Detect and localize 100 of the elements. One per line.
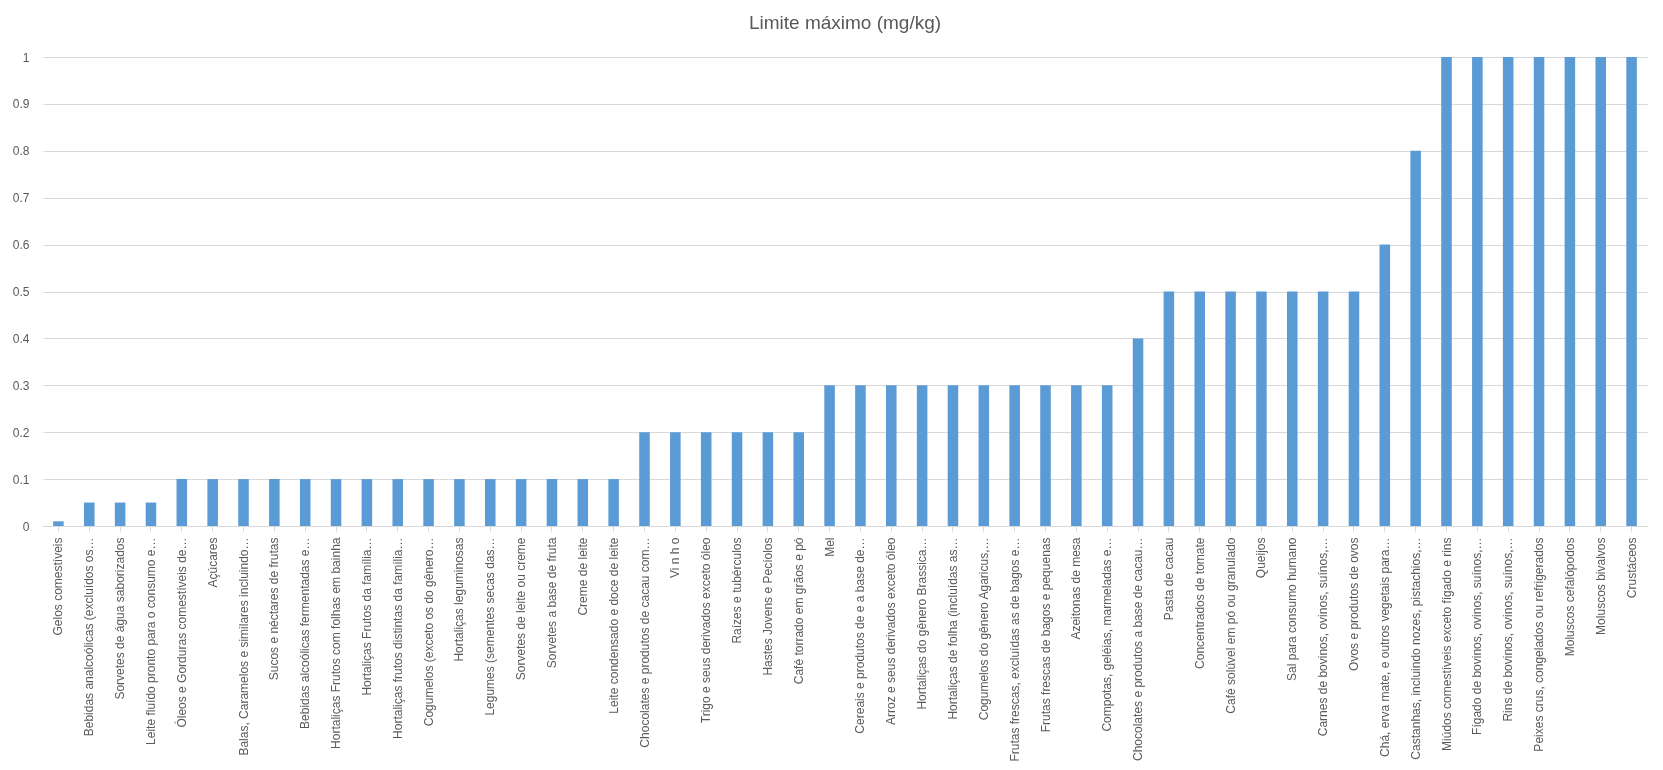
bar bbox=[454, 479, 465, 526]
bar bbox=[1595, 57, 1607, 526]
x-tick-label: Bebidas alcoólicas fermentadas e… bbox=[298, 537, 313, 729]
x-tick-label: Óleos e Gorduras comestíveis de… bbox=[173, 537, 189, 728]
bar bbox=[855, 385, 866, 526]
y-tick-label: 0.7 bbox=[12, 191, 30, 206]
x-tick-label: Ovos e produtos de ovos bbox=[1346, 537, 1361, 671]
y-tick-label: 0.5 bbox=[12, 285, 30, 299]
bar bbox=[608, 479, 619, 526]
bar bbox=[670, 432, 681, 526]
x-tick-label: Legumes (sementes secas das… bbox=[483, 537, 498, 716]
x-tick-label: Gelos comestíveis bbox=[51, 537, 66, 636]
x-tick-label: Sorvetes de leite ou creme bbox=[514, 537, 529, 681]
x-tick-label: Hortaliças Frutos da família… bbox=[359, 537, 374, 696]
y-tick-label: 0.2 bbox=[12, 425, 30, 440]
bar bbox=[1040, 385, 1051, 526]
x-tick-label: Mel bbox=[822, 537, 837, 557]
bar bbox=[176, 479, 188, 526]
bar bbox=[484, 479, 496, 526]
bar bbox=[1410, 150, 1421, 526]
x-tick-label: Trigo e seus derivados exceto óleo bbox=[699, 537, 714, 724]
x-tick-label: Miúdos comestíveis exceto fígado e rins bbox=[1439, 537, 1454, 751]
y-tick-label: 0 bbox=[22, 519, 30, 534]
x-tick-label: Vi n h o bbox=[668, 537, 683, 578]
x-tick-label: Concentrados de tomate bbox=[1192, 537, 1207, 669]
bar bbox=[207, 479, 218, 526]
bar bbox=[1225, 291, 1236, 526]
x-tick-label: Creme de leite bbox=[575, 537, 590, 616]
x-tick-label: Castanhas, incluindo nozes, pistachios,… bbox=[1408, 537, 1423, 760]
bar bbox=[1502, 57, 1514, 526]
bar bbox=[639, 432, 650, 526]
x-tick-label: Balas, Caramelos e similares incluindo… bbox=[236, 537, 251, 756]
bar bbox=[577, 479, 589, 526]
y-tick-label: 0.8 bbox=[12, 144, 30, 159]
x-tick-label: Crustáceos bbox=[1624, 537, 1639, 599]
bar bbox=[1101, 385, 1113, 526]
bar bbox=[731, 432, 743, 526]
x-tick-label: Bebidas analcoólicas (excluídos os… bbox=[82, 537, 97, 737]
x-tick-label: Café solúvel em pó ou granulado bbox=[1223, 537, 1238, 714]
y-tick-label: 0.4 bbox=[12, 331, 30, 346]
bar bbox=[978, 385, 990, 526]
bar bbox=[1286, 291, 1298, 526]
x-tick-label: Rins de bovinos, ovinos, suínos,… bbox=[1501, 537, 1516, 722]
x-tick-label: Sorvetes de água saborizados bbox=[113, 537, 128, 700]
bar bbox=[423, 479, 434, 526]
y-tick-label: 0.3 bbox=[12, 378, 30, 393]
bar bbox=[114, 502, 126, 526]
x-tick-label: Cogumelos (exceto os do gênero… bbox=[421, 537, 436, 727]
x-tick-label: Hortaliças de folha (incluídas as… bbox=[945, 537, 960, 720]
x-tick-label: Sal para consumo humano bbox=[1285, 537, 1300, 681]
bar bbox=[1348, 291, 1360, 526]
bar bbox=[299, 479, 311, 526]
x-tick-label: Frutas frescas de bagos e pequenas bbox=[1038, 537, 1053, 733]
x-tick-label: Hortaliças Frutos com folhas em bainha bbox=[329, 537, 344, 749]
x-tick-label: Carnes de bovinos, ovinos, suínos,… bbox=[1316, 537, 1331, 737]
x-tick-label: Fígado de bovinos, ovinos, suínos,… bbox=[1470, 537, 1485, 735]
x-tick-label: Queijos bbox=[1254, 537, 1269, 579]
bar bbox=[53, 521, 64, 526]
bar bbox=[885, 385, 897, 526]
bar bbox=[238, 479, 249, 526]
x-tick-label: Azeitonas de mesa bbox=[1069, 537, 1084, 640]
x-tick-label: Sucos e néctares de frutas bbox=[267, 537, 282, 681]
x-tick-label: Raízes e tubérculos bbox=[730, 537, 745, 644]
x-tick-label: Frutas frescas, excluídas as de bagos e… bbox=[1007, 537, 1022, 762]
chart-title: Limite máximo (mg/kg) bbox=[748, 12, 942, 33]
bar bbox=[1009, 385, 1020, 526]
bar bbox=[1194, 291, 1206, 526]
bar bbox=[824, 385, 835, 526]
bar bbox=[1163, 291, 1175, 526]
bar bbox=[1441, 57, 1452, 526]
x-tick-label: Leite fluído pronto para o consumo e… bbox=[143, 537, 158, 745]
x-tick-label: Leite condensado e doce de leite bbox=[606, 537, 621, 714]
bar bbox=[793, 432, 805, 526]
y-tick-label: 0.6 bbox=[12, 238, 30, 253]
bar bbox=[1379, 244, 1391, 526]
y-tick-label: 0.1 bbox=[12, 472, 30, 487]
bar bbox=[947, 385, 959, 526]
x-tick-label: Chocolates e produtos a base de cacau… bbox=[1131, 537, 1146, 761]
bar bbox=[1564, 57, 1576, 526]
bar bbox=[1132, 338, 1144, 526]
x-tick-label: Moluscos cefalópodos bbox=[1562, 537, 1577, 657]
x-tick-label: Cereais e produtos de e a base de… bbox=[853, 537, 868, 734]
bar bbox=[392, 479, 404, 526]
bar bbox=[145, 502, 157, 526]
y-tick-label: 1 bbox=[22, 50, 30, 65]
x-tick-label: Pasta de cacau bbox=[1161, 537, 1176, 621]
x-tick-label: Hortaliças frutos distintas da família… bbox=[390, 537, 405, 739]
y-tick-label: 0.9 bbox=[12, 97, 30, 112]
bar bbox=[546, 479, 558, 526]
bar bbox=[330, 479, 342, 526]
bar bbox=[1256, 291, 1267, 526]
x-tick-label: Cogumelos do gênero Agaricus,… bbox=[976, 537, 991, 721]
x-tick-label: Chá, erva mate, e outros vegetais para… bbox=[1377, 537, 1392, 757]
x-tick-label: Chocolates e produtos de cacau com… bbox=[637, 537, 652, 748]
x-tick-label: Peixes crus, congelados ou refrigerados bbox=[1532, 537, 1547, 752]
bar bbox=[361, 479, 373, 526]
x-tick-label: Café torrado em grãos e pó bbox=[791, 537, 806, 685]
bar bbox=[83, 502, 95, 526]
x-tick-label: Hortaliças leguminosas bbox=[452, 537, 467, 662]
bar bbox=[515, 479, 527, 526]
